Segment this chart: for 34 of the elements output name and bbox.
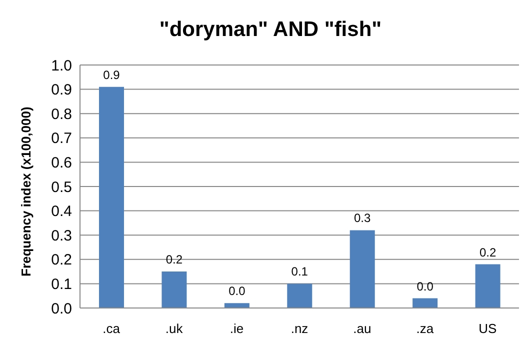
data-label: 0.3	[354, 211, 372, 226]
data-label: 0.9	[103, 68, 120, 82]
y-tick-label: 0.8	[51, 106, 72, 123]
y-axis-title: Frequency index (x100,000)	[18, 106, 34, 276]
chart-title: "doryman" AND "fish"	[158, 18, 383, 42]
x-tick-label: .au	[353, 321, 372, 336]
y-tick-label: 0.5	[51, 178, 72, 196]
y-tick-label: 0.1	[51, 276, 72, 294]
y-tick-label: 0.4	[51, 203, 72, 220]
y-tick-label: 1.0	[51, 57, 72, 74]
bar	[350, 230, 375, 308]
x-tick-label: .nz	[290, 321, 308, 336]
y-tick-label: 0.6	[51, 154, 72, 172]
bar	[224, 303, 250, 308]
y-tick-label: 0.9	[51, 82, 72, 99]
bar	[412, 298, 438, 308]
data-label: 0.0	[416, 279, 434, 294]
bar	[162, 272, 187, 308]
data-label: 0.2	[166, 252, 183, 267]
x-tick-label: .uk	[165, 321, 184, 336]
x-tick-label: .ie	[230, 321, 244, 336]
y-tick-label: 0.2	[51, 252, 72, 269]
data-label: 0.2	[479, 245, 496, 260]
bar	[99, 86, 124, 308]
y-tick-label: 0.0	[51, 300, 72, 318]
y-tick-label: 0.7	[51, 130, 72, 148]
x-tick-label: .ca	[102, 321, 121, 336]
y-tick-label: 0.3	[51, 227, 72, 244]
data-label: 0.0	[228, 284, 246, 298]
bar	[475, 264, 500, 308]
data-label: 0.1	[291, 264, 308, 279]
bar	[287, 284, 312, 308]
x-tick-label: US	[478, 321, 497, 336]
x-tick-label: .za	[416, 321, 434, 336]
